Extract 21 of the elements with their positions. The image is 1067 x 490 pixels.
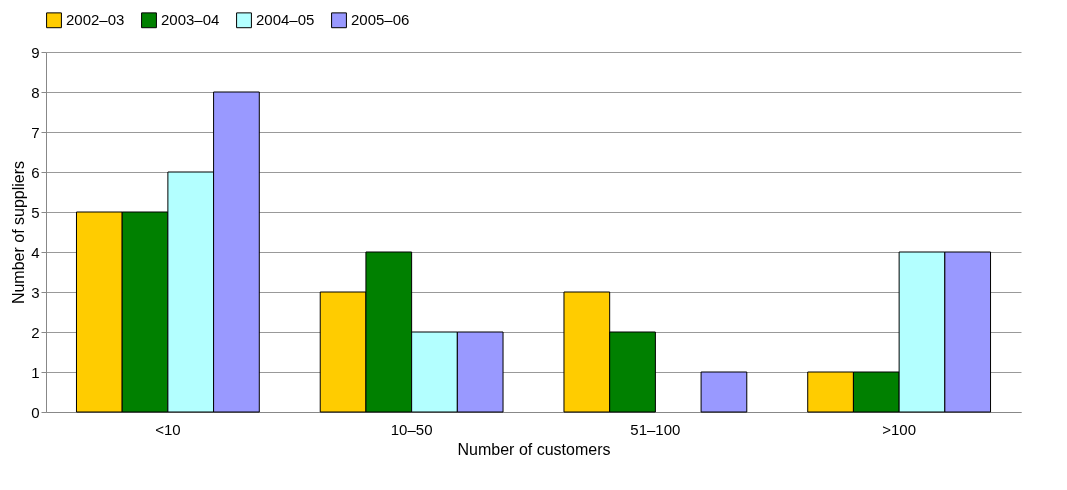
y-tick-label: 2: [31, 323, 40, 341]
y-tick-label: 3: [31, 283, 40, 301]
x-axis-title: Number of customers: [457, 440, 611, 458]
y-tick-label: 1: [31, 363, 40, 381]
y-tick-label: 7: [31, 123, 40, 141]
legend-label: 2002–03: [66, 11, 125, 29]
legend-label: 2005–06: [351, 11, 410, 29]
y-tick-label: 8: [31, 83, 40, 101]
x-tick-label: >100: [882, 420, 917, 438]
y-axis-title: Number of suppliers: [10, 160, 28, 305]
bar: [700, 371, 748, 413]
y-tick-label: 9: [31, 43, 40, 61]
y-tick-label: 6: [31, 163, 40, 181]
y-tick-label: 5: [31, 203, 40, 221]
y-tick-label: 4: [31, 243, 40, 261]
x-tick-label: 10–50: [390, 420, 433, 438]
x-tick-label: 51–100: [630, 420, 681, 438]
x-tick-label: <10: [155, 420, 181, 438]
legend-label: 2004–05: [256, 11, 315, 29]
legend-label: 2003–04: [161, 11, 220, 29]
y-tick-label: 0: [31, 403, 40, 421]
